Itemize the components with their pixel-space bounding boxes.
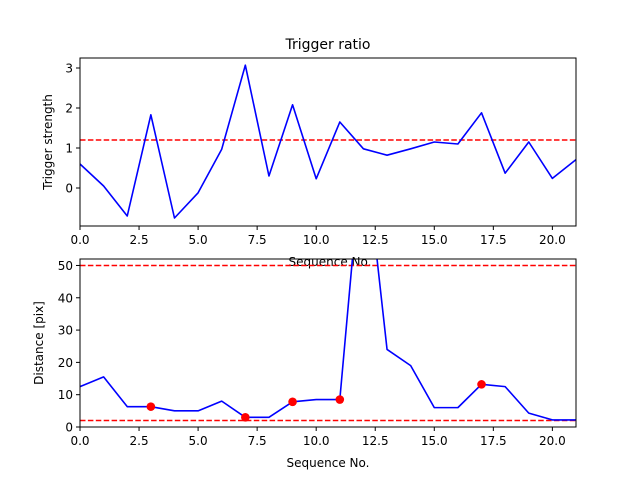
bottom-x-tick-label: 20.0 [539, 434, 566, 448]
top-y-tick-label: 3 [65, 62, 73, 76]
top-x-tick-label: 20.0 [539, 233, 566, 247]
bottom-y-tick-label: 0 [65, 421, 73, 435]
bottom-marker-point [477, 380, 486, 389]
top-plot-area [80, 64, 576, 219]
top-x-tick-label: 12.5 [362, 233, 389, 247]
bottom-y-tick-label: 30 [58, 324, 73, 338]
bottom-subplot: Sequence No. Distance [pix] 0.0 2.5 5.0 7.5… [32, 258, 577, 470]
bottom-y-axis-label: Distance [pix] [32, 301, 46, 385]
top-axes-frame [79, 57, 577, 227]
top-y-axis-label: Trigger strength [41, 94, 55, 191]
bottom-x-tick-label: 12.5 [362, 434, 389, 448]
bottom-marker-point [241, 413, 250, 422]
top-x-tick-label: 15.0 [421, 233, 448, 247]
top-y-tick-label: 1 [65, 142, 73, 156]
bottom-x-tick-label: 5.0 [189, 434, 208, 448]
top-x-tick-label: 10.0 [303, 233, 330, 247]
top-x-tick-label: 2.5 [130, 233, 149, 247]
bottom-x-tick-label: 15.0 [421, 434, 448, 448]
bottom-x-tick-label: 7.5 [248, 434, 267, 448]
bottom-marker-point [288, 397, 297, 407]
bottom-x-tick-label: 0.0 [70, 434, 89, 448]
bottom-x-tick-label: 10.0 [303, 434, 330, 448]
bottom-series-line-0 [80, 259, 576, 421]
bottom-y-tick-label: 40 [58, 291, 73, 305]
bottom-marker-point [146, 402, 156, 411]
bottom-y-tick-label: 50 [58, 259, 73, 273]
top-x-tick-label: 0.0 [70, 233, 89, 247]
bottom-axes-frame [79, 258, 577, 428]
bottom-x-tick-label: 17.5 [480, 434, 507, 448]
bottom-x-axis-label: Sequence No. [287, 456, 370, 470]
bottom-marker-point [335, 395, 345, 404]
top-y-tick-label: 0 [65, 182, 73, 196]
bottom-x-tick-label: 2.5 [130, 434, 149, 448]
top-x-tick-label: 7.5 [248, 233, 267, 247]
top-y-tick-label: 2 [65, 102, 73, 116]
top-x-axis-label: Sequence No. [289, 255, 372, 269]
top-series-line-0 [80, 64, 576, 219]
top-x-tick-label: 17.5 [480, 233, 507, 247]
bottom-plot-area [80, 259, 576, 422]
bottom-y-tick-label: 20 [58, 356, 73, 370]
top-chart-title: Trigger ratio [284, 37, 370, 53]
bottom-y-tick-label: 10 [58, 388, 73, 402]
top-x-tick-label: 5.0 [189, 233, 208, 247]
